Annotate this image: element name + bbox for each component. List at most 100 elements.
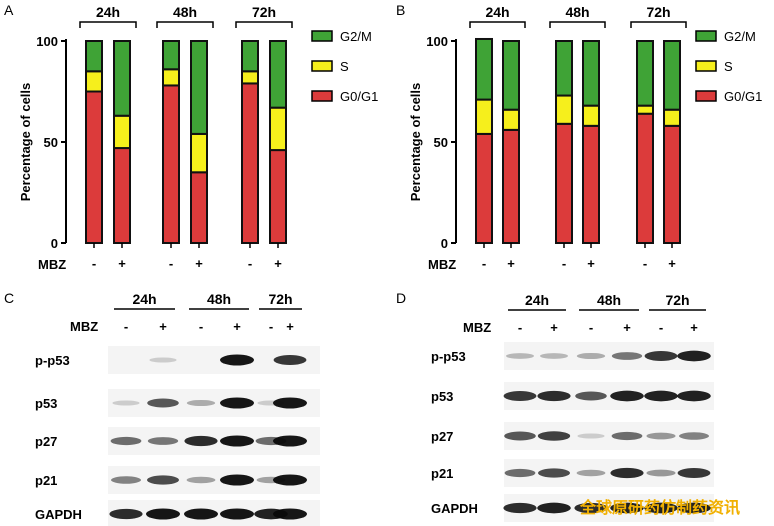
bar-segment-g0g1 <box>502 128 520 245</box>
blot-band <box>575 391 607 401</box>
legend-swatch <box>311 30 333 42</box>
group-bracket <box>549 21 606 28</box>
group-label: 24h <box>525 292 549 308</box>
blot-band <box>677 502 711 514</box>
treatment-mark: + <box>690 320 698 335</box>
bar-segment-g2m <box>85 40 103 73</box>
y-tick-label: 0 <box>441 236 448 251</box>
group-bracket <box>235 21 293 28</box>
blot-band <box>109 508 143 520</box>
y-axis-label: Percentage of cells <box>18 83 33 202</box>
bar-segment-s <box>241 70 259 85</box>
panel-label-d: D <box>396 290 406 306</box>
blot-band <box>577 433 605 439</box>
blot-band <box>677 350 711 362</box>
blot-band <box>220 354 254 366</box>
group-label: 48h <box>207 291 231 307</box>
legend-swatch <box>695 60 717 72</box>
bar-segment-g0g1 <box>475 132 493 244</box>
panel-label-a: A <box>4 2 14 18</box>
blot-band <box>537 390 571 402</box>
treatment-label: MBZ <box>70 319 98 334</box>
cell-cycle-chart-b: Percentage of cells 0 50 100 - + - + - + MBZ 24h 48h… <box>408 4 762 272</box>
panel-label-c: C <box>4 290 14 306</box>
legend-swatch <box>311 60 333 72</box>
treatment-mark: - <box>169 256 173 271</box>
treatment-label: MBZ <box>38 257 66 272</box>
treatment-label: MBZ <box>463 320 491 335</box>
treatment-mark: - <box>248 256 252 271</box>
bar-segment-g0g1 <box>663 124 681 244</box>
bar-segment-g0g1 <box>269 149 287 244</box>
group-label: 72h <box>252 4 276 20</box>
treatment-mark: + <box>195 256 203 271</box>
blot-band <box>111 476 141 484</box>
protein-label: p53 <box>35 396 57 411</box>
group-bracket <box>156 21 214 28</box>
bar-segment-g2m <box>113 40 131 117</box>
group-label: 24h <box>96 4 120 20</box>
treatment-mark: - <box>92 256 96 271</box>
protein-label: p21 <box>431 466 453 481</box>
blot-band <box>147 475 179 485</box>
blot-band <box>504 468 536 478</box>
treatment-mark: - <box>589 320 593 335</box>
treatment-mark: + <box>507 256 515 271</box>
y-axis-label: Percentage of cells <box>408 83 423 202</box>
blot-band <box>147 398 179 408</box>
blot-band <box>186 476 216 484</box>
blot-band <box>184 508 218 520</box>
blot-band <box>574 502 608 514</box>
blot-band <box>112 400 140 406</box>
blot-band <box>110 436 142 446</box>
treatment-mark: + <box>587 256 595 271</box>
blot-band <box>273 435 307 447</box>
bar-segment-g0g1 <box>582 124 600 244</box>
bar-segment-s <box>663 108 681 127</box>
legend-label: G0/G1 <box>340 89 378 104</box>
watermark-text: 全球原研药仿制药资讯 <box>579 498 740 517</box>
blot-band <box>679 432 709 440</box>
treatment-mark: + <box>233 319 241 334</box>
protein-label: p53 <box>431 389 453 404</box>
bar-segment-g2m <box>475 37 493 101</box>
legend-swatch <box>695 90 717 102</box>
blot-band <box>538 468 570 478</box>
treatment-mark: + <box>118 256 126 271</box>
protein-label: p-p53 <box>431 349 466 364</box>
bar-segment-g0g1 <box>85 90 103 244</box>
blot-band <box>149 357 177 363</box>
bar-segment-s <box>555 94 573 125</box>
blot-band <box>677 468 711 478</box>
treatment-mark: - <box>482 256 486 271</box>
bar-segment-s <box>582 104 600 127</box>
legend-label: S <box>724 59 733 74</box>
bar-segment-g2m <box>241 40 259 73</box>
treatment-mark: + <box>274 256 282 271</box>
bar-segment-s <box>269 106 287 152</box>
bar-segment-s <box>162 68 180 87</box>
blot-band <box>644 351 678 361</box>
treatment-mark: + <box>668 256 676 271</box>
blot-band <box>184 435 218 447</box>
y-tick-label: 50 <box>434 135 448 150</box>
blot-band <box>537 431 571 441</box>
protein-label: p27 <box>35 434 57 449</box>
blot-band <box>610 390 644 402</box>
blot-band <box>273 474 307 486</box>
protein-label: p-p53 <box>35 353 70 368</box>
treatment-label: MBZ <box>428 257 456 272</box>
treatment-mark: - <box>124 319 128 334</box>
bar-segment-s <box>85 70 103 93</box>
bar-segment-g0g1 <box>162 84 180 244</box>
blot-band <box>610 467 644 479</box>
blot-band <box>220 397 254 409</box>
bar-segment-g2m <box>190 40 208 135</box>
bar-segment-g2m <box>269 40 287 109</box>
group-label: 48h <box>565 4 589 20</box>
treatment-mark: - <box>518 320 522 335</box>
treatment-mark: + <box>286 319 294 334</box>
bar-segment-s <box>502 108 520 131</box>
blot-band <box>273 397 307 409</box>
